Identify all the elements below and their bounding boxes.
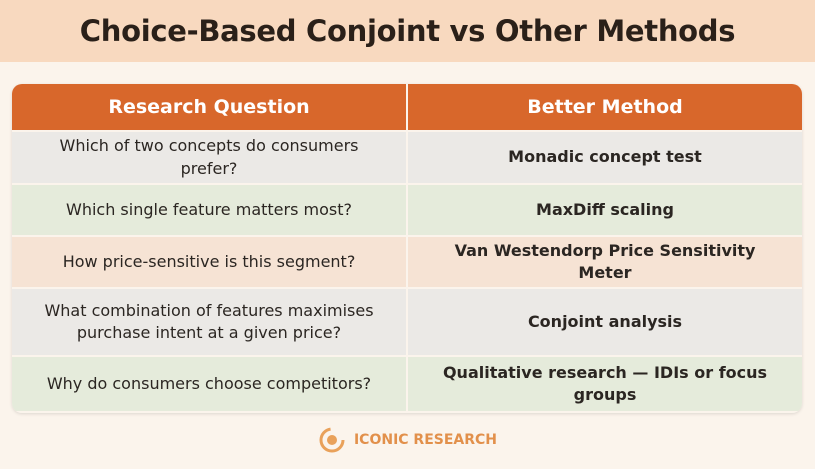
question-cell: How price-sensitive is this segment? [62, 251, 356, 271]
title-band: Choice-Based Conjoint vs Other Methods [0, 0, 815, 62]
logo-icon [319, 427, 345, 453]
question-cell: What combination of features maximises p… [44, 300, 374, 342]
question-cell: Which of two concepts do consumers prefe… [59, 136, 359, 178]
question-cell: Which single feature matters most? [66, 199, 352, 219]
column-header: Research Question [108, 95, 310, 118]
column-header: Better Method [406, 84, 802, 130]
table-row: Which of two concepts do consumers prefe… [12, 132, 802, 185]
table-row: How price-sensitive is this segment? Van … [12, 237, 802, 289]
method-cell: MaxDiff scaling [406, 185, 802, 235]
method-cell: Monadic concept test [406, 132, 802, 183]
footer: ICONIC RESEARCH [0, 426, 815, 454]
method-cell: Van Westendorp Price Sensitivity Meter [406, 237, 802, 287]
question-cell: Why do consumers choose competitors? [46, 373, 372, 393]
header-row: Research Question Better Method [12, 84, 802, 132]
table: Research Question Better Method Which of t… [12, 84, 802, 413]
table-row: Why do consumers choose competitors? Qual… [12, 357, 802, 413]
method-cell: Qualitative research — IDIs or focus gro… [406, 357, 802, 411]
title: Choice-Based Conjoint vs Other Methods [79, 14, 736, 48]
method-cell: Conjoint analysis [406, 289, 802, 355]
brand: ICONIC RESEARCH [353, 432, 498, 448]
table-row: Which single feature matters most? MaxDif… [12, 185, 802, 237]
table-row: What combination of features maximises p… [12, 289, 802, 357]
